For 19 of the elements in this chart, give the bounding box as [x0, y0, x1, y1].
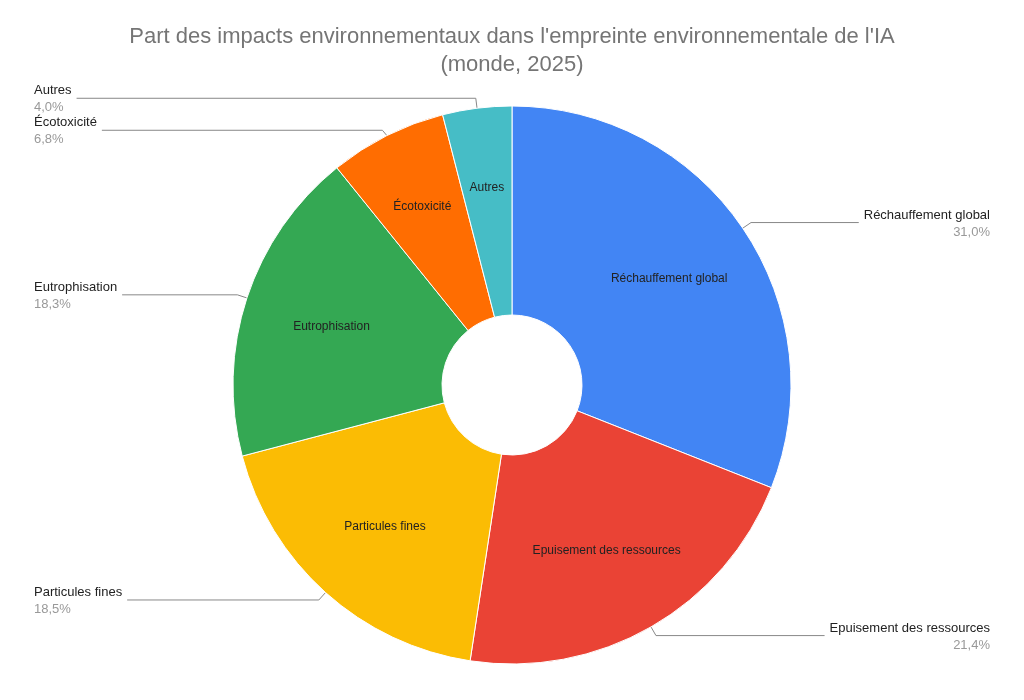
data-label: 21,4%	[953, 636, 991, 652]
slice-label: Epuisement des ressources	[829, 619, 991, 635]
data-label: 18,5%	[34, 600, 72, 616]
slice-label: Réchauffement global	[863, 206, 991, 222]
slice-label: Autres	[469, 179, 505, 194]
slice-label: Réchauffement global	[610, 271, 728, 286]
slice-label: Eutrophisation	[34, 278, 118, 294]
data-label: 4,0%	[34, 99, 65, 115]
slice-label: Epuisement des ressources	[532, 542, 681, 557]
slice-label: Particules fines	[344, 519, 426, 534]
slice-label: Écotoxicité	[34, 114, 97, 130]
chart-title: Part des impacts environnementaux dans l'empreinte environnementale de l'IA (monde, 2025)	[129, 22, 896, 76]
slice-label: Autres	[34, 82, 73, 98]
slice-label: Eutrophisation	[293, 318, 370, 333]
data-label: 6,8%	[34, 131, 65, 147]
slice-label: Particules fines	[34, 583, 123, 599]
slice-label: Écotoxicité	[393, 198, 452, 214]
data-label: 31,0%	[953, 223, 991, 239]
data-label: 18,3%	[34, 295, 72, 311]
